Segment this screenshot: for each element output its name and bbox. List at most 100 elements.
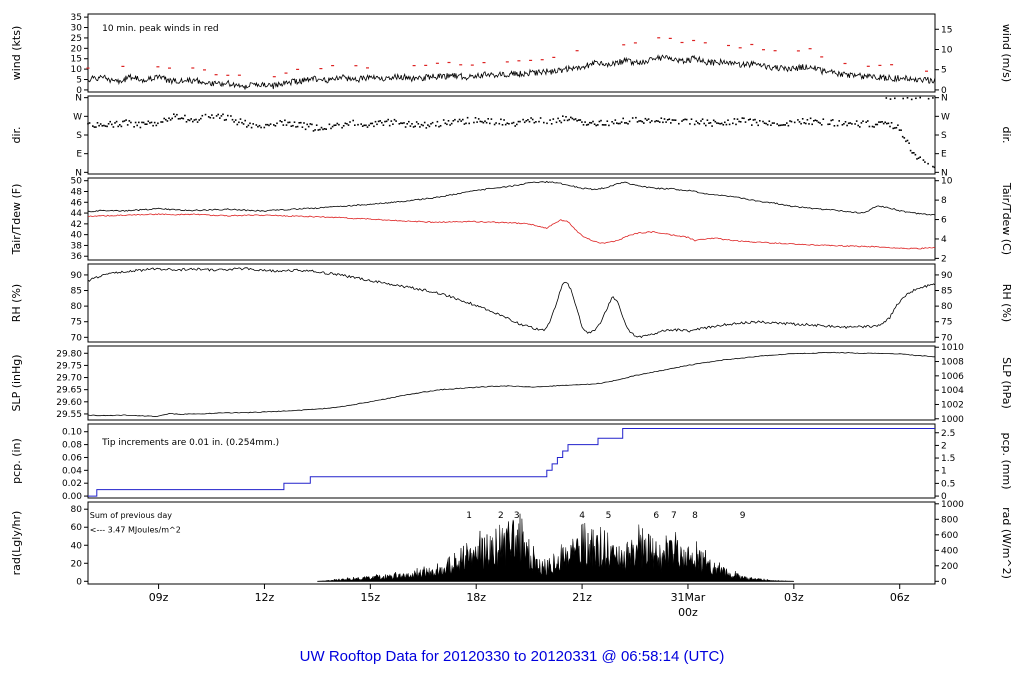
tick-label: 10 [71,65,83,75]
series-line [87,180,936,216]
tick-label: 1002 [941,400,964,410]
tick-label: N [941,94,948,104]
tick-label: 46 [71,198,83,208]
tick-label: 1006 [941,372,964,382]
tick-label: 400 [941,546,958,556]
annotation: 5 [606,511,612,521]
tick-label: 1.5 [941,454,955,464]
tick-label: 38 [71,241,83,251]
tick-label: 0.04 [62,466,82,476]
x-tick-label: 03z [784,591,804,604]
axis-title-left: SLP (inHg) [10,354,23,411]
tick-label: 90 [71,271,83,281]
tick-label: 80 [71,505,83,515]
tick-label: 1000 [941,500,964,510]
tick-label: 5 [941,66,947,76]
axis-title-left: dir. [10,126,23,143]
tick-label: 10 [941,177,953,187]
tick-label: 2 [941,441,947,451]
axis-title-right: SLP (hPa) [1000,357,1013,409]
tick-label: 0 [76,86,82,96]
tick-label: 48 [71,187,83,197]
tick-label: 29.60 [56,398,82,408]
tick-label: 0.5 [941,479,955,489]
tick-label: 70 [941,333,953,343]
tick-label: 20 [71,559,83,569]
series-line [87,351,935,418]
tick-label: N [75,94,82,104]
tick-label: 29.65 [56,386,82,396]
tick-label: 90 [941,271,953,281]
tick-label: N [941,168,948,178]
tick-label: 75 [941,318,952,328]
axis-title-right: Tair/Tdew (C) [1000,182,1013,255]
panel-border-wind [87,13,936,93]
axis-title-right: wind (m/s) [1000,24,1013,82]
x-tick-label: 06z [890,591,910,604]
tick-label: 60 [71,523,83,533]
panel-border-slp [87,345,936,421]
annotation: 8 [692,511,698,521]
series-line [87,54,936,90]
axis-title-right: rad (W/m^2) [1000,507,1013,579]
annotation: 9 [740,511,746,521]
tick-label: 0 [76,577,82,587]
series-area [317,513,794,582]
annotation: Sum of previous day [90,511,172,520]
panel-border-dir [87,95,936,175]
panel-border-rh [87,263,936,343]
tick-label: 50 [71,177,83,187]
x-tick-label: 21z [572,591,592,604]
series-line [87,213,936,250]
tick-label: 0.02 [62,479,82,489]
x-tick-label: 15z [360,591,380,604]
tick-label: 1008 [941,358,964,368]
panel-rh: 70 75 80 85 90 70 75 80 85 90 RH (%) RH (%) [10,263,1013,343]
x-tick-label: 18z [466,591,486,604]
axis-title-left: Tair/Tdew (F) [10,184,23,256]
annotation: Tip increments are 0.01 in. (0.254mm.) [101,438,279,448]
tick-label: 0.06 [62,453,82,463]
tick-label: 2 [941,254,947,264]
tick-label: 0 [941,86,947,96]
tick-label: 0.00 [62,492,82,502]
tick-label: 1000 [941,415,964,425]
annotation: 3 [514,511,520,521]
tick-label: 0.08 [62,441,82,451]
annotation: 7 [671,511,677,521]
panel-border-pcp [87,423,936,499]
tick-label: 29.80 [56,349,82,359]
annotation: 2 [498,511,504,521]
axis-title-right: dir. [1000,126,1013,143]
tick-label: 800 [941,515,958,525]
tick-label: 70 [71,333,83,343]
annotation: 6 [653,511,659,521]
x-tick-label: 12z [255,591,275,604]
tick-label: 0 [941,577,947,587]
panel-border-rad [87,501,936,585]
tick-label: E [76,150,82,160]
axis-title-left: RH (%) [10,284,23,322]
tick-label: 80 [941,302,953,312]
x-tick-label: 09z [149,591,169,604]
x-tick-label: 31Mar [671,591,706,604]
tick-label: E [941,150,947,160]
tick-label: W [73,112,82,122]
annotation: 4 [579,511,585,521]
tick-label: 5 [76,76,82,86]
tick-label: S [941,131,947,141]
panel-border-temp [87,177,936,261]
tick-label: 80 [71,302,83,312]
tick-label: 29.70 [56,374,82,384]
axis-title-right: pcp. (mm) [1000,432,1013,489]
tick-label: 1004 [941,386,964,396]
tick-label: 75 [71,318,82,328]
axis-title-right: RH (%) [1000,284,1013,322]
panel-slp: 29.55 29.60 29.65 29.70 29.75 29.80 1000 1002 10… [10,343,1013,425]
annotation: 10 min. peak winds in red [102,24,219,34]
tick-label: 600 [941,531,958,541]
tick-label: 44 [71,209,83,219]
